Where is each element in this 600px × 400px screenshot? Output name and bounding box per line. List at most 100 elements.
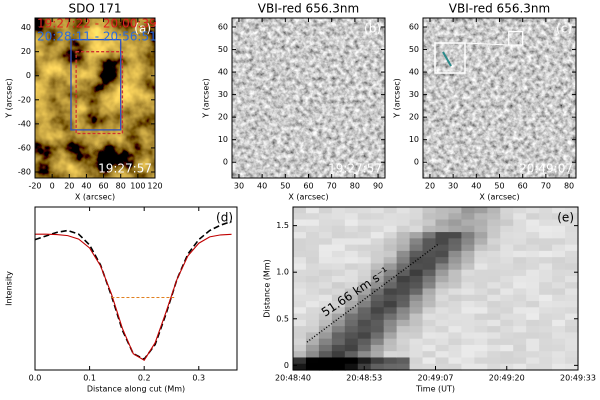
pixel xyxy=(474,344,488,352)
y-tick-label: 0 xyxy=(223,158,228,167)
pixel xyxy=(500,301,514,308)
pixel xyxy=(565,225,579,233)
pixel xyxy=(396,357,411,365)
pixel xyxy=(409,351,424,359)
pixel xyxy=(487,338,501,346)
pixel xyxy=(370,301,385,308)
pixel xyxy=(500,257,514,265)
pixel xyxy=(396,313,411,321)
y-tick-label: 1.0 xyxy=(276,268,289,277)
pixel xyxy=(293,313,307,321)
pixel xyxy=(487,257,501,265)
x-tick-label: 20:49:33 xyxy=(560,374,596,383)
y-tick-label: 0 xyxy=(414,158,419,167)
pixel xyxy=(409,269,424,277)
pixel xyxy=(448,294,463,302)
timestamp: 20:49:07 xyxy=(519,162,573,176)
y-tick-label: 40 xyxy=(218,68,228,77)
pixel xyxy=(331,244,346,252)
pixel xyxy=(500,225,514,233)
pixel xyxy=(435,326,450,333)
pixel xyxy=(344,313,359,321)
pixel xyxy=(293,269,307,277)
pixel xyxy=(383,244,398,252)
pixel xyxy=(396,294,411,302)
pixel xyxy=(539,307,553,315)
pixel xyxy=(461,301,475,308)
x-tick-label: 120 xyxy=(147,182,162,191)
pixel xyxy=(461,263,475,271)
x-tick-label: 40 xyxy=(257,182,267,191)
pixel xyxy=(526,263,540,271)
pixel xyxy=(435,294,450,302)
pixel xyxy=(435,288,450,296)
pixel xyxy=(370,357,385,365)
pixel xyxy=(305,301,320,308)
pixel xyxy=(409,238,424,246)
pixel xyxy=(422,332,437,340)
inset-feature xyxy=(442,51,452,67)
pixel xyxy=(513,250,527,258)
pixel xyxy=(474,319,488,327)
pixel xyxy=(344,307,359,315)
inset xyxy=(434,42,466,74)
pixel xyxy=(539,213,553,221)
pixel xyxy=(539,225,553,233)
image xyxy=(293,207,579,371)
pixel xyxy=(565,338,579,346)
pixel xyxy=(370,225,385,233)
pixel xyxy=(552,225,566,233)
pixel xyxy=(526,207,540,214)
pixel xyxy=(539,351,553,359)
pixel xyxy=(487,288,501,296)
pixel xyxy=(565,219,579,227)
pixel xyxy=(552,244,566,252)
pixel xyxy=(409,301,424,308)
pixel xyxy=(552,238,566,246)
pixel xyxy=(293,207,307,214)
pixel xyxy=(513,338,527,346)
pixel xyxy=(526,351,540,359)
pixel xyxy=(409,313,424,321)
pixel xyxy=(422,275,437,283)
pixel xyxy=(435,344,450,352)
pixel xyxy=(448,238,463,246)
x-tick-label: 0.0 xyxy=(29,374,42,383)
y-tick-label: 40 xyxy=(21,23,31,32)
panel-label: (c) xyxy=(556,22,572,36)
pixel xyxy=(513,275,527,283)
pixel xyxy=(474,207,488,214)
pixel xyxy=(435,219,450,227)
x-axis-label: X (arcsec) xyxy=(479,193,519,202)
pixel xyxy=(461,357,475,365)
pixel xyxy=(357,244,372,252)
pixel xyxy=(383,326,398,333)
pixel xyxy=(305,319,320,327)
pixel xyxy=(448,332,463,340)
pixel xyxy=(526,307,540,315)
pixel xyxy=(331,282,346,290)
pixel xyxy=(318,238,333,246)
series-line xyxy=(35,233,232,361)
pixel xyxy=(396,263,411,271)
pixel xyxy=(318,319,333,327)
pixel xyxy=(513,269,527,277)
y-tick-label: 50 xyxy=(409,45,419,54)
x-tick-label: 40 xyxy=(471,182,481,191)
pixel xyxy=(357,326,372,333)
pixel xyxy=(293,263,307,271)
pixel xyxy=(344,232,359,239)
pixel xyxy=(435,363,450,371)
pixel xyxy=(474,232,488,239)
image xyxy=(232,18,385,178)
pixel xyxy=(383,338,398,346)
pixel xyxy=(461,219,475,227)
y-tick-label: 0 xyxy=(26,71,31,80)
pixel xyxy=(474,282,488,290)
pixel xyxy=(383,263,398,271)
pixel xyxy=(487,319,501,327)
pixel xyxy=(487,363,501,371)
pixel xyxy=(461,326,475,333)
pixel xyxy=(409,232,424,239)
pixel xyxy=(487,275,501,283)
